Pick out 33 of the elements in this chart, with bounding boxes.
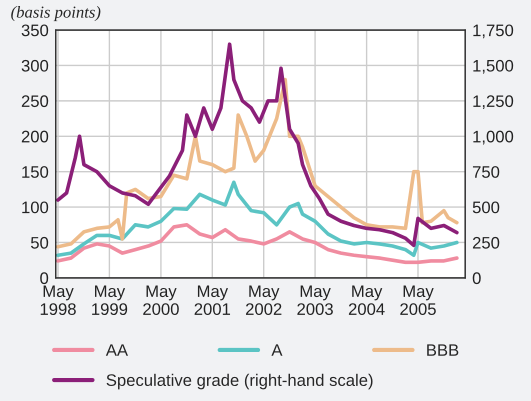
y2-tick-label: 250 bbox=[472, 236, 500, 249]
y-tick-label: 300 bbox=[22, 60, 48, 72]
line-series bbox=[56, 180, 459, 258]
x-tick-label: May 2000 bbox=[143, 285, 179, 316]
legend-label: AA bbox=[106, 344, 128, 356]
y-tick-label: 250 bbox=[22, 95, 48, 108]
y2-tick-label: 1,500 bbox=[473, 60, 514, 74]
x-tick-label: May 2004 bbox=[348, 285, 385, 316]
x-tick-label: May 2002 bbox=[246, 285, 282, 316]
y-tick-label: 50 bbox=[30, 236, 48, 249]
y2-tick-label: 500 bbox=[472, 201, 500, 214]
x-tick-label: May 2001 bbox=[194, 285, 230, 316]
line-series bbox=[56, 42, 459, 248]
y2-tick-label: 0 bbox=[472, 272, 481, 284]
y-tick-label: 200 bbox=[22, 130, 48, 142]
y2-tick-label: 1,000 bbox=[473, 130, 514, 144]
legend-label: BBB bbox=[427, 344, 458, 356]
x-tick-label: May 1998 bbox=[40, 285, 76, 316]
x-tick-label: May 2005 bbox=[400, 285, 436, 316]
line-series bbox=[56, 222, 459, 264]
y-tick-label: 0 bbox=[40, 272, 48, 284]
y2-tick-label: 1,750 bbox=[473, 24, 514, 38]
y2-tick-label: 1,250 bbox=[473, 95, 514, 110]
y2-tick-label: 750 bbox=[472, 166, 500, 178]
y-tick-label: 350 bbox=[22, 24, 48, 36]
legend-label: A bbox=[271, 344, 282, 356]
x-tick-label: May 1999 bbox=[92, 285, 128, 316]
y-tick-label: 150 bbox=[22, 166, 48, 178]
y-axis-title: (basis points) bbox=[11, 6, 100, 22]
y-tick-label: 100 bbox=[22, 201, 48, 214]
legend-label: Speculative grade (right-hand scale) bbox=[106, 374, 373, 390]
x-tick-label: May 2003 bbox=[297, 285, 333, 316]
line-series bbox=[56, 78, 459, 249]
